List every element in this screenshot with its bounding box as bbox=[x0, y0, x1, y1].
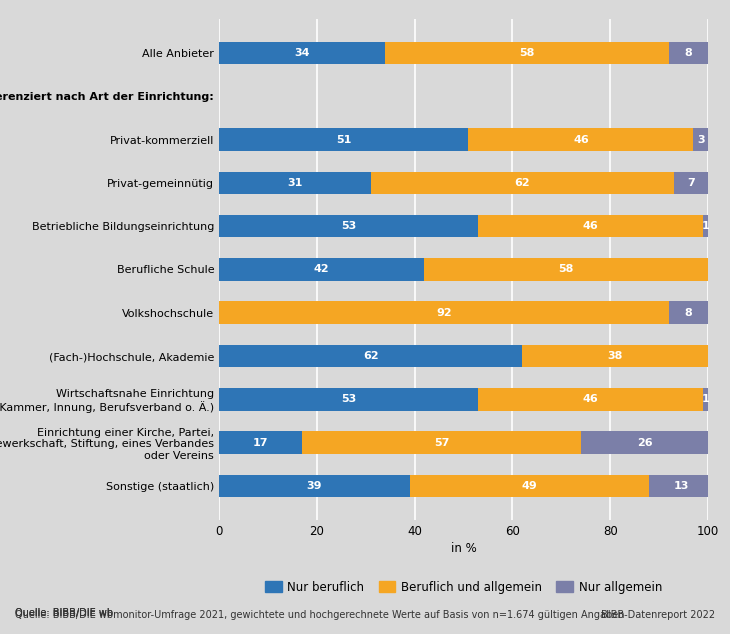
Bar bbox=[703, 215, 708, 237]
Text: 62: 62 bbox=[515, 178, 530, 188]
Text: 1: 1 bbox=[702, 221, 710, 231]
Bar bbox=[522, 345, 708, 367]
Text: 8: 8 bbox=[685, 307, 693, 318]
Bar bbox=[581, 431, 708, 454]
Text: 34: 34 bbox=[294, 48, 310, 58]
Text: 7: 7 bbox=[687, 178, 695, 188]
Text: 92: 92 bbox=[436, 307, 452, 318]
Text: 53: 53 bbox=[341, 394, 356, 404]
Bar bbox=[219, 258, 424, 281]
Text: 13: 13 bbox=[674, 481, 689, 491]
Text: 3: 3 bbox=[697, 134, 704, 145]
Text: BIBB-Datenreport 2022: BIBB-Datenreport 2022 bbox=[602, 610, 715, 620]
Bar bbox=[674, 172, 708, 194]
Text: Quelle: BIBB/DIE wbmonitor-Umfrage 2021, gewichtete und hochgerechnete Werte auf: Quelle: BIBB/DIE wbmonitor-Umfrage 2021,… bbox=[15, 610, 624, 620]
Bar bbox=[219, 42, 385, 64]
Bar bbox=[469, 128, 694, 151]
Text: 49: 49 bbox=[522, 481, 537, 491]
Text: 42: 42 bbox=[314, 264, 329, 275]
Bar bbox=[219, 475, 410, 497]
Bar bbox=[478, 388, 703, 411]
Bar bbox=[219, 128, 469, 151]
Text: 8: 8 bbox=[685, 48, 693, 58]
Bar bbox=[669, 42, 708, 64]
Text: 57: 57 bbox=[434, 437, 449, 448]
Text: 26: 26 bbox=[637, 437, 653, 448]
Bar bbox=[371, 172, 674, 194]
Text: 17: 17 bbox=[253, 437, 269, 448]
Bar bbox=[219, 345, 522, 367]
Bar bbox=[385, 42, 669, 64]
Bar bbox=[424, 258, 708, 281]
Text: 53: 53 bbox=[341, 221, 356, 231]
Text: 51: 51 bbox=[336, 134, 351, 145]
Bar bbox=[219, 302, 669, 324]
Text: 1: 1 bbox=[702, 394, 710, 404]
X-axis label: in %: in % bbox=[450, 542, 477, 555]
Bar bbox=[302, 431, 581, 454]
Text: 31: 31 bbox=[287, 178, 302, 188]
Text: 39: 39 bbox=[307, 481, 322, 491]
Bar bbox=[478, 215, 703, 237]
Bar bbox=[410, 475, 650, 497]
Text: 46: 46 bbox=[573, 134, 589, 145]
Text: 38: 38 bbox=[607, 351, 623, 361]
Legend: Nur beruflich, Beruflich und allgemein, Nur allgemein: Nur beruflich, Beruflich und allgemein, … bbox=[261, 576, 666, 598]
Text: 58: 58 bbox=[520, 48, 535, 58]
Text: Quelle: BIBB/DIE wb: Quelle: BIBB/DIE wb bbox=[15, 608, 112, 618]
Bar bbox=[219, 431, 302, 454]
Text: 46: 46 bbox=[583, 394, 599, 404]
Bar bbox=[669, 302, 708, 324]
Bar bbox=[219, 388, 478, 411]
Bar bbox=[703, 388, 708, 411]
Text: Quelle: BIBB/DIE wb: Quelle: BIBB/DIE wb bbox=[15, 608, 113, 618]
Bar bbox=[219, 172, 371, 194]
Bar bbox=[694, 128, 708, 151]
Text: 46: 46 bbox=[583, 221, 599, 231]
Text: 62: 62 bbox=[363, 351, 378, 361]
Bar bbox=[650, 475, 713, 497]
Text: 58: 58 bbox=[558, 264, 574, 275]
Bar bbox=[219, 215, 478, 237]
